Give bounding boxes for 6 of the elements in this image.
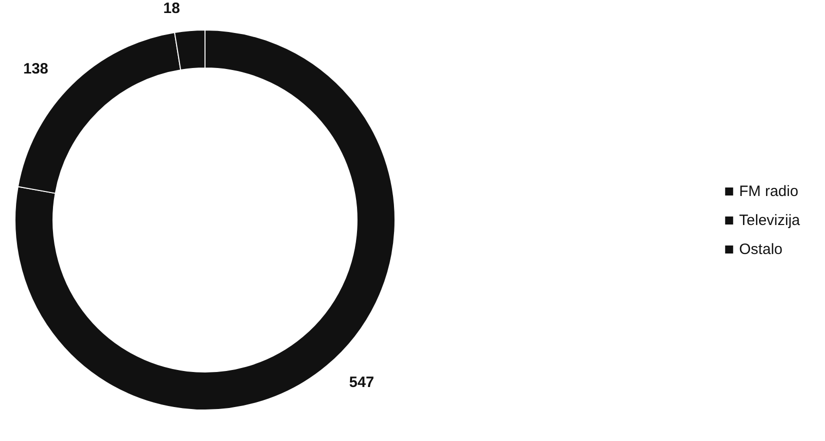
- legend-label: Televizija: [739, 212, 801, 229]
- data-label: 138: [23, 60, 48, 78]
- legend-label: FM radio: [739, 183, 798, 200]
- legend-label: Ostalo: [739, 241, 783, 258]
- data-label: 547: [349, 374, 374, 392]
- data-label: 18: [163, 0, 180, 18]
